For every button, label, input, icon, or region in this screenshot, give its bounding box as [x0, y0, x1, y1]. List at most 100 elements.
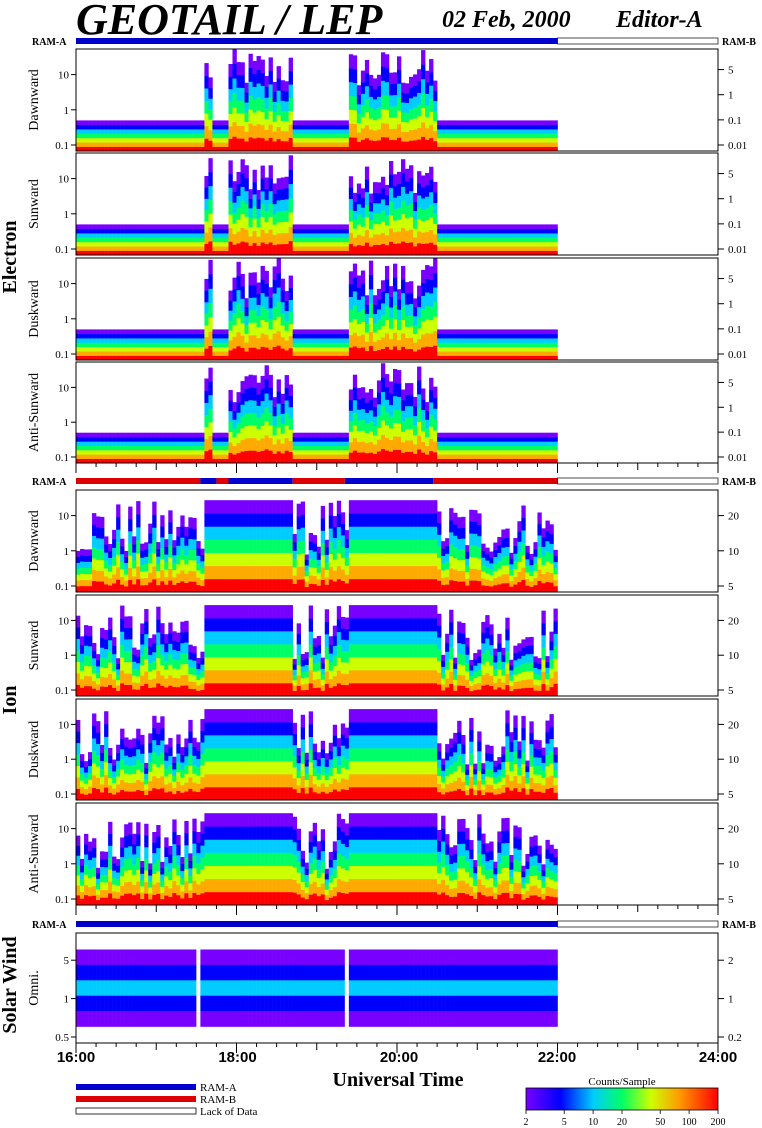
spectrogram-cell — [421, 526, 426, 540]
spectrogram-cell — [368, 129, 374, 141]
spectrogram-cell — [220, 224, 225, 230]
spectrogram-cell — [116, 454, 121, 459]
spectrogram-cell — [409, 337, 414, 350]
spectrogram-cell — [264, 379, 269, 394]
spectrogram-cell — [100, 559, 105, 571]
spectrogram-cell — [188, 355, 193, 361]
spectrogram-cell — [425, 332, 430, 347]
spectrogram-cell — [196, 338, 201, 343]
spectrogram-cell — [501, 142, 506, 147]
spectrogram-cell — [168, 333, 173, 339]
spectrogram-cell — [449, 544, 454, 557]
spectrogram-cell — [316, 579, 322, 586]
spectrogram-cell — [417, 407, 422, 422]
spectrogram-cell — [533, 241, 538, 247]
spectrogram-cell — [144, 577, 149, 586]
spectrogram-cell — [505, 120, 510, 126]
spectrogram-cell — [116, 133, 121, 139]
spectrogram-cell — [308, 137, 314, 143]
spectrogram-cell — [220, 355, 225, 361]
spectrogram-cell — [108, 673, 113, 686]
spectrogram-cell — [441, 246, 446, 251]
spectrogram-cell — [380, 434, 386, 450]
spectrogram-cell — [533, 351, 538, 356]
spectrogram-cell — [441, 241, 446, 247]
spectrogram-cell — [332, 458, 338, 464]
spectrogram-cell — [104, 133, 109, 139]
spectrogram-cell — [180, 124, 185, 130]
spectrogram-cell — [340, 445, 346, 451]
spectrogram-cell — [188, 538, 193, 550]
spectrogram-cell — [384, 319, 390, 334]
spectrogram-cell — [172, 562, 177, 571]
spectrogram-cell — [216, 631, 221, 645]
spectrogram-cell — [244, 565, 249, 580]
spectrogram-cell — [541, 142, 546, 147]
spectrogram-cell — [144, 342, 149, 348]
spectrogram-cell — [152, 643, 157, 653]
spectrogram-cell — [489, 445, 494, 451]
spectrogram-cell — [489, 580, 494, 587]
spectrogram-cell — [541, 346, 546, 352]
spectrogram-cell — [116, 129, 121, 134]
spectrogram-cell — [124, 246, 129, 251]
spectrogram-cell — [204, 578, 209, 593]
spectrogram-cell — [501, 529, 506, 539]
spectrogram-cell — [212, 657, 217, 671]
spectrogram-cell — [505, 355, 510, 361]
spectrogram-cell — [481, 578, 486, 586]
spectrogram-cell — [352, 201, 358, 211]
spectrogram-cell — [256, 565, 261, 580]
spectrogram-cell — [308, 246, 314, 251]
spectrogram-cell — [268, 70, 273, 85]
spectrogram-cell — [180, 246, 185, 251]
spectrogram-cell — [152, 233, 157, 238]
spectrogram-cell — [84, 355, 89, 361]
spectrogram-cell — [184, 241, 189, 247]
spectrogram-cell — [260, 85, 265, 100]
spectrogram-cell — [176, 545, 181, 556]
spectrogram-cell — [421, 198, 426, 210]
spectrogram-cell — [288, 71, 293, 85]
spectrogram-cell — [124, 616, 129, 629]
spectrogram-cell — [216, 513, 221, 527]
spectrogram-cell — [228, 214, 233, 229]
spectrogram-cell — [148, 355, 153, 361]
spectrogram-cell — [332, 142, 338, 147]
spectrogram-cell — [392, 304, 398, 320]
spectrogram-cell — [160, 654, 165, 666]
spectrogram-cell — [473, 233, 478, 238]
spectrogram-cell — [204, 232, 209, 245]
spectrogram-cell — [320, 690, 326, 697]
spectrogram-cell — [84, 685, 89, 697]
spectrogram-cell — [264, 683, 269, 697]
spectrogram-cell — [316, 572, 322, 580]
spectrogram-cell — [180, 250, 185, 256]
spectrogram-cell — [497, 241, 502, 247]
spectrogram-cell — [204, 426, 209, 440]
spectrogram-cell — [489, 437, 494, 442]
spectrogram-cell — [184, 124, 189, 130]
spectrogram-cell — [348, 539, 354, 553]
spectrogram-cell — [553, 129, 558, 134]
spectrogram-cell — [132, 237, 137, 243]
spectrogram-cell — [405, 230, 410, 243]
spectrogram-cell — [116, 658, 121, 664]
spectrogram-cell — [461, 333, 466, 339]
spectrogram-cell — [276, 578, 281, 593]
spectrogram-cell — [100, 450, 105, 455]
spectrogram-cell — [332, 432, 338, 438]
spectrogram-cell — [316, 250, 322, 256]
spectrogram-cell — [380, 391, 386, 407]
spectrogram-cell — [216, 539, 221, 553]
spectrogram-cell — [372, 683, 378, 697]
spectrogram-cell — [300, 124, 306, 130]
spectrogram-cell — [220, 250, 225, 256]
spectrogram-cell — [312, 333, 318, 339]
spectrogram-cell — [180, 142, 185, 147]
spectrogram-cell — [372, 202, 378, 214]
spectrogram-cell — [208, 302, 213, 318]
spectrogram-cell — [364, 323, 370, 333]
spectrogram-cell — [481, 120, 486, 126]
spectrogram-cell — [441, 660, 446, 667]
